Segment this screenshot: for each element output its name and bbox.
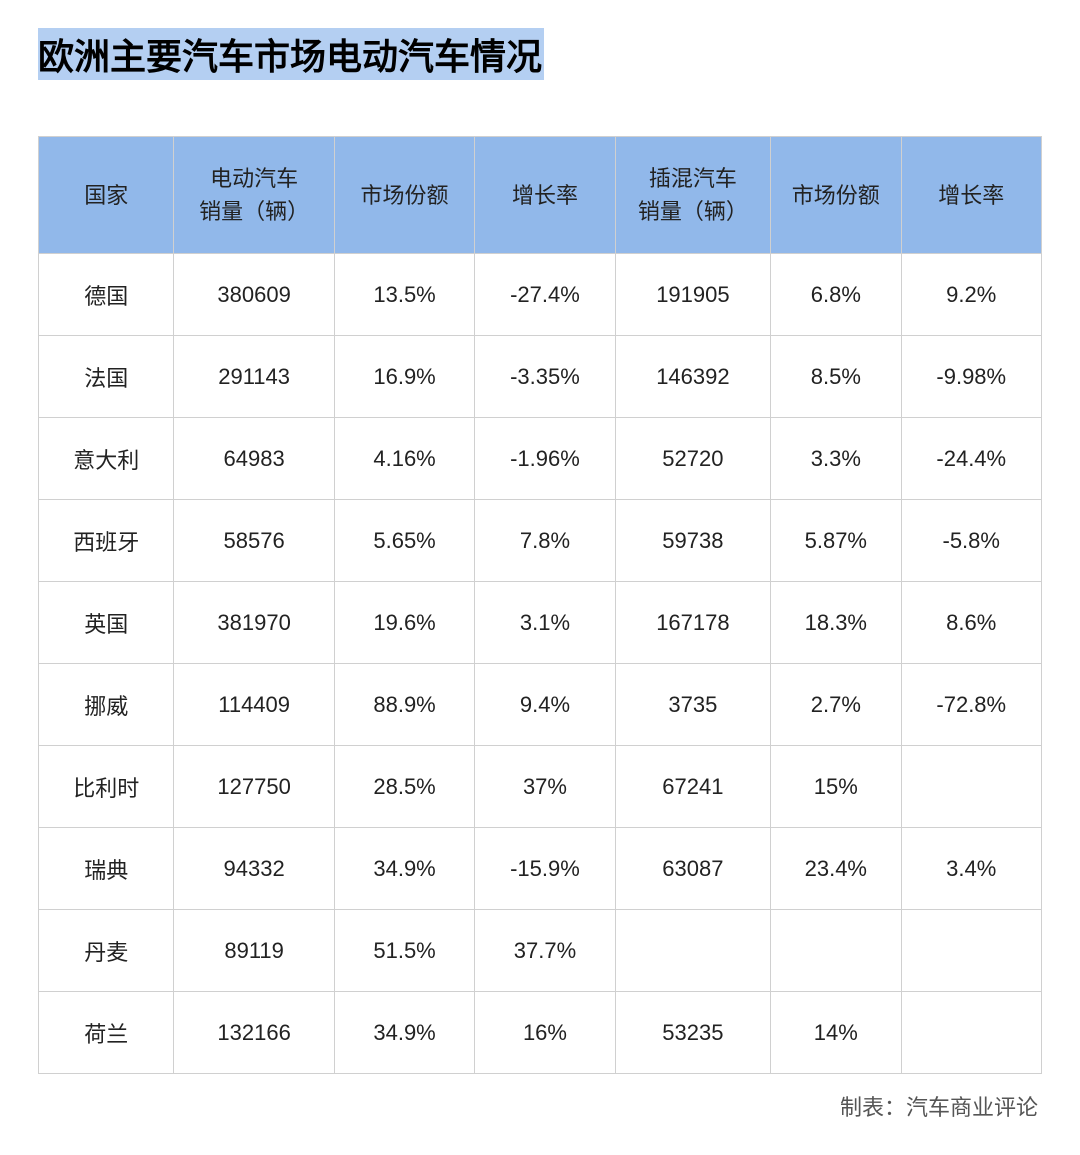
table-cell: 15% <box>771 746 901 828</box>
table-cell: 7.8% <box>475 500 615 582</box>
table-footer-credit: 制表：汽车商业评论 <box>38 1090 1042 1122</box>
table-cell: 6.8% <box>771 254 901 336</box>
table-cell: -15.9% <box>475 828 615 910</box>
table-cell: 191905 <box>615 254 770 336</box>
table-cell <box>771 910 901 992</box>
table-row: 挪威11440988.9%9.4%37352.7%-72.8% <box>39 664 1042 746</box>
table-cell: -5.8% <box>901 500 1042 582</box>
table-cell: 比利时 <box>39 746 174 828</box>
col-phev-growth: 增长率 <box>901 137 1042 254</box>
ev-market-table: 国家 电动汽车销量（辆） 市场份额 增长率 插混汽车销量（辆） 市场份额 增长率… <box>38 136 1042 1074</box>
table-cell: 114409 <box>174 664 334 746</box>
col-phev-sales: 插混汽车销量（辆） <box>615 137 770 254</box>
table-cell: 意大利 <box>39 418 174 500</box>
table-cell: 59738 <box>615 500 770 582</box>
table-cell: 4.16% <box>334 418 474 500</box>
table-row: 西班牙585765.65%7.8%597385.87%-5.8% <box>39 500 1042 582</box>
table-cell: 127750 <box>174 746 334 828</box>
table-cell: 94332 <box>174 828 334 910</box>
table-cell: 23.4% <box>771 828 901 910</box>
table-cell <box>901 992 1042 1074</box>
table-cell: 9.4% <box>475 664 615 746</box>
table-cell: 64983 <box>174 418 334 500</box>
table-cell: 63087 <box>615 828 770 910</box>
table-cell: 14% <box>771 992 901 1074</box>
table-cell: 挪威 <box>39 664 174 746</box>
col-phev-share: 市场份额 <box>771 137 901 254</box>
table-cell: 37% <box>475 746 615 828</box>
table-cell: 67241 <box>615 746 770 828</box>
table-cell: 13.5% <box>334 254 474 336</box>
table-cell: 51.5% <box>334 910 474 992</box>
col-country: 国家 <box>39 137 174 254</box>
table-cell: 34.9% <box>334 828 474 910</box>
table-cell: 28.5% <box>334 746 474 828</box>
table-cell: 132166 <box>174 992 334 1074</box>
table-row: 瑞典9433234.9%-15.9%6308723.4%3.4% <box>39 828 1042 910</box>
table-cell: 88.9% <box>334 664 474 746</box>
table-cell: -27.4% <box>475 254 615 336</box>
table-cell: -3.35% <box>475 336 615 418</box>
table-cell: 3.4% <box>901 828 1042 910</box>
table-cell <box>615 910 770 992</box>
table-cell: 19.6% <box>334 582 474 664</box>
table-cell: -72.8% <box>901 664 1042 746</box>
table-cell: 法国 <box>39 336 174 418</box>
col-ev-growth: 增长率 <box>475 137 615 254</box>
table-cell: 3735 <box>615 664 770 746</box>
table-row: 德国38060913.5%-27.4%1919056.8%9.2% <box>39 254 1042 336</box>
table-cell: 58576 <box>174 500 334 582</box>
table-cell: 8.6% <box>901 582 1042 664</box>
table-cell: 丹麦 <box>39 910 174 992</box>
table-cell: 52720 <box>615 418 770 500</box>
page-title: 欧洲主要汽车市场电动汽车情况 <box>38 28 544 80</box>
table-cell: 瑞典 <box>39 828 174 910</box>
table-cell: 3.3% <box>771 418 901 500</box>
col-ev-share: 市场份额 <box>334 137 474 254</box>
table-cell: 德国 <box>39 254 174 336</box>
table-cell: 37.7% <box>475 910 615 992</box>
table-cell: 西班牙 <box>39 500 174 582</box>
table-cell: 53235 <box>615 992 770 1074</box>
table-cell: 291143 <box>174 336 334 418</box>
table-row: 荷兰13216634.9%16%5323514% <box>39 992 1042 1074</box>
table-cell: 146392 <box>615 336 770 418</box>
table-cell: 8.5% <box>771 336 901 418</box>
table-cell: 5.65% <box>334 500 474 582</box>
table-body: 德国38060913.5%-27.4%1919056.8%9.2%法国29114… <box>39 254 1042 1074</box>
table-header-row: 国家 电动汽车销量（辆） 市场份额 增长率 插混汽车销量（辆） 市场份额 增长率 <box>39 137 1042 254</box>
table-row: 比利时12775028.5%37%6724115% <box>39 746 1042 828</box>
table-cell: 16% <box>475 992 615 1074</box>
table-cell: -9.98% <box>901 336 1042 418</box>
table-cell: 5.87% <box>771 500 901 582</box>
table-cell: 2.7% <box>771 664 901 746</box>
table-cell: 381970 <box>174 582 334 664</box>
col-ev-sales: 电动汽车销量（辆） <box>174 137 334 254</box>
table-cell <box>901 910 1042 992</box>
table-cell: 9.2% <box>901 254 1042 336</box>
table-row: 意大利649834.16%-1.96%527203.3%-24.4% <box>39 418 1042 500</box>
table-cell: 380609 <box>174 254 334 336</box>
table-cell: -1.96% <box>475 418 615 500</box>
table-cell: 荷兰 <box>39 992 174 1074</box>
table-cell: 16.9% <box>334 336 474 418</box>
table-cell: 3.1% <box>475 582 615 664</box>
table-cell: 89119 <box>174 910 334 992</box>
table-cell: 18.3% <box>771 582 901 664</box>
table-cell: 英国 <box>39 582 174 664</box>
table-row: 英国38197019.6%3.1%16717818.3%8.6% <box>39 582 1042 664</box>
table-cell: -24.4% <box>901 418 1042 500</box>
table-cell: 167178 <box>615 582 770 664</box>
table-cell <box>901 746 1042 828</box>
table-cell: 34.9% <box>334 992 474 1074</box>
table-row: 丹麦8911951.5%37.7% <box>39 910 1042 992</box>
table-row: 法国29114316.9%-3.35%1463928.5%-9.98% <box>39 336 1042 418</box>
ev-market-table-wrap: 国家 电动汽车销量（辆） 市场份额 增长率 插混汽车销量（辆） 市场份额 增长率… <box>38 136 1042 1074</box>
